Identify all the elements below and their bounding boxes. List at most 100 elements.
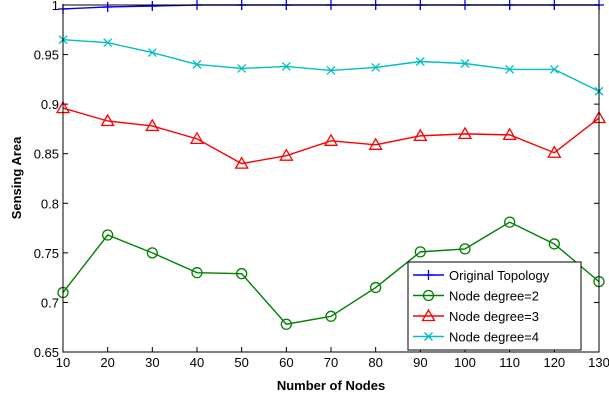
marker-stroke xyxy=(505,64,515,74)
data-point xyxy=(504,216,516,228)
legend-marker xyxy=(422,289,435,302)
data-point xyxy=(548,238,560,250)
series-line xyxy=(62,107,600,165)
data-point xyxy=(192,60,202,69)
data-point xyxy=(145,118,160,132)
marker-stroke xyxy=(281,62,291,71)
marker-stroke xyxy=(237,63,247,73)
marker-shape xyxy=(145,118,160,132)
x-tick-label: 90 xyxy=(413,355,427,370)
data-point xyxy=(146,247,158,259)
x-tick-label: 50 xyxy=(234,355,248,370)
legend-marker xyxy=(424,332,433,341)
marker-shape xyxy=(234,156,249,169)
marker-shape xyxy=(421,308,436,322)
data-point xyxy=(323,133,339,146)
data-point xyxy=(459,243,471,255)
y-tick-label: 0.95 xyxy=(34,48,59,63)
marker-shape xyxy=(413,128,428,142)
marker-stroke xyxy=(549,64,559,74)
marker-stroke xyxy=(192,60,202,69)
y-tick-label: 0.9 xyxy=(41,97,59,112)
data-point xyxy=(103,38,113,48)
data-point xyxy=(368,137,383,150)
marker-shape xyxy=(422,289,435,302)
marker-shape xyxy=(236,268,248,280)
x-tick-label: 30 xyxy=(145,355,159,370)
marker-stroke xyxy=(424,332,433,341)
data-point xyxy=(280,318,292,330)
data-point xyxy=(505,64,515,74)
series-line xyxy=(62,221,600,325)
marker-stroke xyxy=(147,48,157,58)
legend-label: Original Topology xyxy=(449,268,550,283)
data-point xyxy=(147,0,158,11)
data-point xyxy=(279,148,294,161)
data-point xyxy=(413,128,428,142)
marker-shape xyxy=(547,145,562,158)
marker-shape xyxy=(459,243,471,255)
data-point xyxy=(234,156,249,169)
data-point xyxy=(370,281,382,294)
data-point xyxy=(191,267,203,279)
marker-shape xyxy=(280,318,292,330)
x-tick-label: 100 xyxy=(454,355,476,370)
y-tick-label: 1 xyxy=(52,0,59,13)
plot-frame xyxy=(62,4,600,353)
data-point xyxy=(102,229,114,241)
legend-marker xyxy=(421,308,436,322)
y-tick-label: 0.7 xyxy=(41,295,59,310)
marker-shape xyxy=(414,246,426,258)
marker-shape xyxy=(370,281,382,294)
x-tick-label: 20 xyxy=(100,355,114,370)
marker-shape xyxy=(548,238,560,250)
data-point xyxy=(547,145,562,158)
legend-label: Node degree=2 xyxy=(449,289,539,304)
marker-shape xyxy=(191,267,203,279)
x-tick-label: 10 xyxy=(56,355,70,370)
marker-shape xyxy=(102,229,114,241)
legend: Original Topology Node degree=2 Node degre… xyxy=(407,261,582,351)
x-tick-label: 40 xyxy=(190,355,204,370)
marker-shape xyxy=(368,137,383,150)
x-tick-label: 130 xyxy=(588,355,609,370)
marker-shape xyxy=(189,131,205,144)
marker-shape xyxy=(457,126,473,140)
marker-shape xyxy=(146,247,158,259)
data-point xyxy=(460,59,470,68)
marker-stroke xyxy=(460,59,470,68)
x-tick-label: 80 xyxy=(368,355,382,370)
data-point xyxy=(371,63,381,72)
axis-ticks: 10 20 30 40 50 60 70 80 90 100 110 120 130 0.65 0.7 0.7… xyxy=(34,0,609,370)
x-tick-label: 110 xyxy=(499,355,520,370)
series-3 xyxy=(55,100,607,169)
x-tick-label: 120 xyxy=(543,355,565,370)
marker-shape xyxy=(504,216,516,228)
data-point xyxy=(325,310,337,322)
x-axis-title: Number of Nodes xyxy=(277,378,385,393)
legend-item: Original Topology xyxy=(413,268,550,283)
marker-shape xyxy=(100,113,115,127)
data-point xyxy=(326,65,336,75)
marker-stroke xyxy=(415,57,425,66)
marker-stroke xyxy=(103,38,113,48)
marker-shape xyxy=(502,127,517,141)
marker-stroke xyxy=(326,65,336,75)
data-point xyxy=(457,126,473,140)
data-point xyxy=(549,64,559,74)
legend-marker xyxy=(423,270,434,280)
data-point xyxy=(237,63,247,73)
data-point xyxy=(147,48,157,58)
legend-label: Node degree=3 xyxy=(449,309,539,324)
y-tick-label: 0.75 xyxy=(34,246,59,261)
y-tick-label: 0.65 xyxy=(34,345,59,360)
data-point xyxy=(415,57,425,66)
data-point xyxy=(414,246,426,258)
data-point xyxy=(102,1,113,12)
y-axis-title: Sensing Area xyxy=(9,136,24,219)
data-point xyxy=(236,268,248,280)
data-point xyxy=(189,131,205,144)
legend-box xyxy=(407,261,582,351)
